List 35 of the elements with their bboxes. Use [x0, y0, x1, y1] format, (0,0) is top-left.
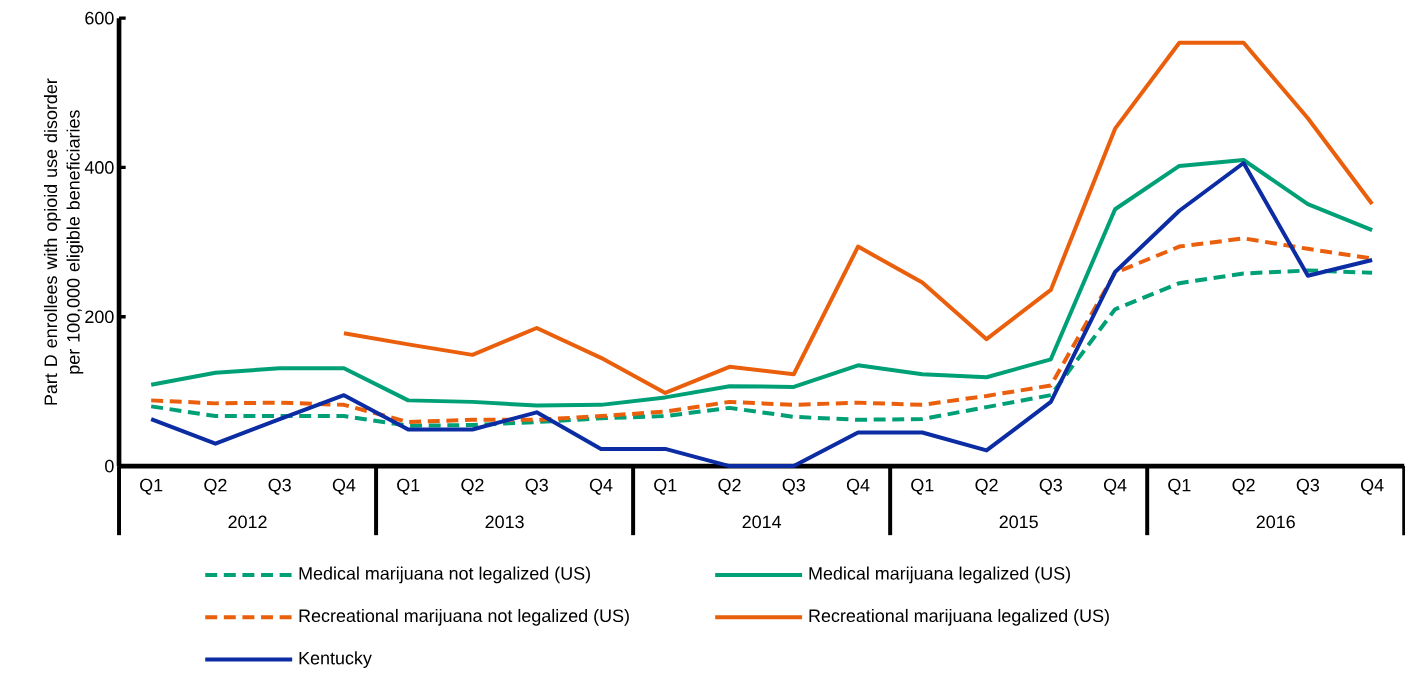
x-tick-label: Q3	[525, 478, 548, 495]
x-tick-label: Q3	[268, 478, 291, 495]
x-tick-label: Q1	[1168, 478, 1191, 495]
x-tick-label: Q1	[911, 478, 934, 495]
y-tick-label: 0	[105, 459, 114, 473]
legend-label: Medical marijuana legalized (US)	[809, 566, 1070, 584]
x-tick-label: Q2	[1232, 478, 1255, 495]
x-tick-label: Q2	[204, 478, 227, 495]
x-tick-label: Q2	[718, 478, 741, 495]
legend-label: Kentucky	[299, 651, 372, 668]
x-tick-label: Q1	[397, 478, 420, 495]
x-tick-label: Q2	[975, 478, 998, 495]
x-tick-label: Q4	[589, 478, 613, 495]
text: 2014	[742, 515, 782, 529]
x-tick-label: Q2	[461, 478, 484, 495]
text: 2012	[228, 515, 267, 529]
y-tick-label: 400	[84, 161, 114, 174]
x-tick-label: Q1	[654, 478, 677, 495]
text: 2016	[1256, 515, 1295, 529]
y-tick-label: 600	[85, 11, 114, 25]
legend-label: Medical marijuana not legalized (US)	[299, 566, 590, 584]
x-tick-label: Q4	[1103, 478, 1127, 495]
legend-label: Recreational marijuana not legalized (US)	[299, 608, 629, 626]
text: 2013	[485, 515, 524, 529]
x-tick-label: Q4	[332, 478, 356, 495]
legend-label: Recreational marijuana legalized (US)	[809, 608, 1109, 626]
y-tick-label: 200	[85, 310, 114, 324]
x-tick-label: Q4	[1361, 478, 1384, 495]
x-tick-label: Q4	[846, 478, 870, 495]
text: 2015	[999, 515, 1038, 529]
y-axis-title: Part D enrollees with opioid use disorder per 100,000 eligible beneficiaries	[43, 78, 84, 405]
x-tick-label: Q3	[1296, 478, 1320, 495]
x-tick-label: Q1	[140, 478, 163, 495]
x-tick-label: Q3	[782, 478, 805, 495]
x-tick-label: Q3	[1039, 478, 1062, 495]
